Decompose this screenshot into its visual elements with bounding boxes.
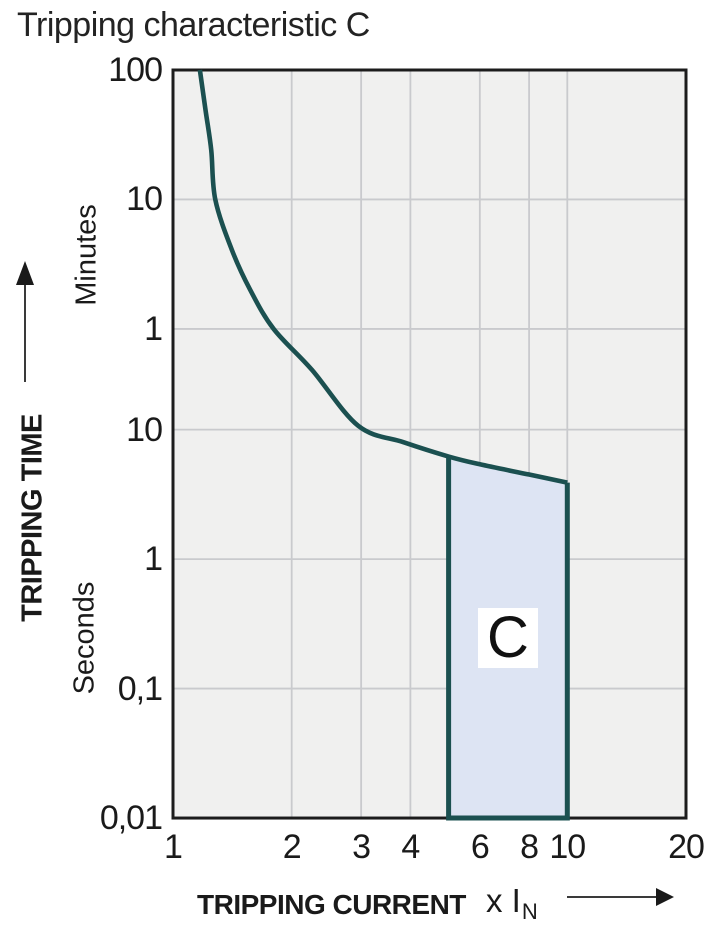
y-axis-unit-seconds: Seconds	[68, 581, 101, 695]
plot-frame	[171, 68, 688, 820]
plot-background	[173, 70, 686, 819]
region-c-label: C	[487, 605, 529, 670]
x-axis-title: TRIPPING CURRENT	[197, 889, 466, 920]
y-tick-label: 0,01	[99, 799, 163, 838]
y-axis-unit-minutes: Minutes	[70, 204, 103, 306]
y-tick-label: 100	[108, 51, 163, 89]
y-tick-label: 1	[144, 309, 163, 348]
region-c-outline	[446, 456, 570, 821]
x-tick-label: 8	[520, 828, 539, 866]
right-arrow-icon	[567, 888, 674, 906]
x-tick-label: 3	[352, 828, 371, 866]
figure-title: Tripping characteristic C	[17, 6, 370, 44]
y-tick-label: 10	[126, 180, 163, 219]
y-tick-label: 0,1	[117, 669, 163, 708]
y-tick-label: 1	[144, 540, 163, 579]
x-tick-label: 1	[164, 828, 183, 866]
x-axis-multiplier-text: x I	[486, 882, 521, 919]
x-axis-multiplier-subscript: N	[521, 899, 538, 924]
x-tick-label: 4	[401, 828, 420, 866]
tripping-curve	[197, 69, 568, 485]
x-tick-label: 20	[668, 828, 705, 866]
y-axis-title: TRIPPING TIME	[16, 414, 49, 622]
region-c-label-box: C	[478, 608, 538, 668]
x-tick-label: 10	[549, 828, 586, 866]
up-arrow-icon	[16, 261, 34, 382]
x-axis-multiplier: x IN	[486, 882, 538, 924]
x-tick-label: 2	[282, 828, 302, 866]
y-tick-label: 10	[126, 410, 163, 449]
x-tick-label: 6	[470, 828, 490, 866]
